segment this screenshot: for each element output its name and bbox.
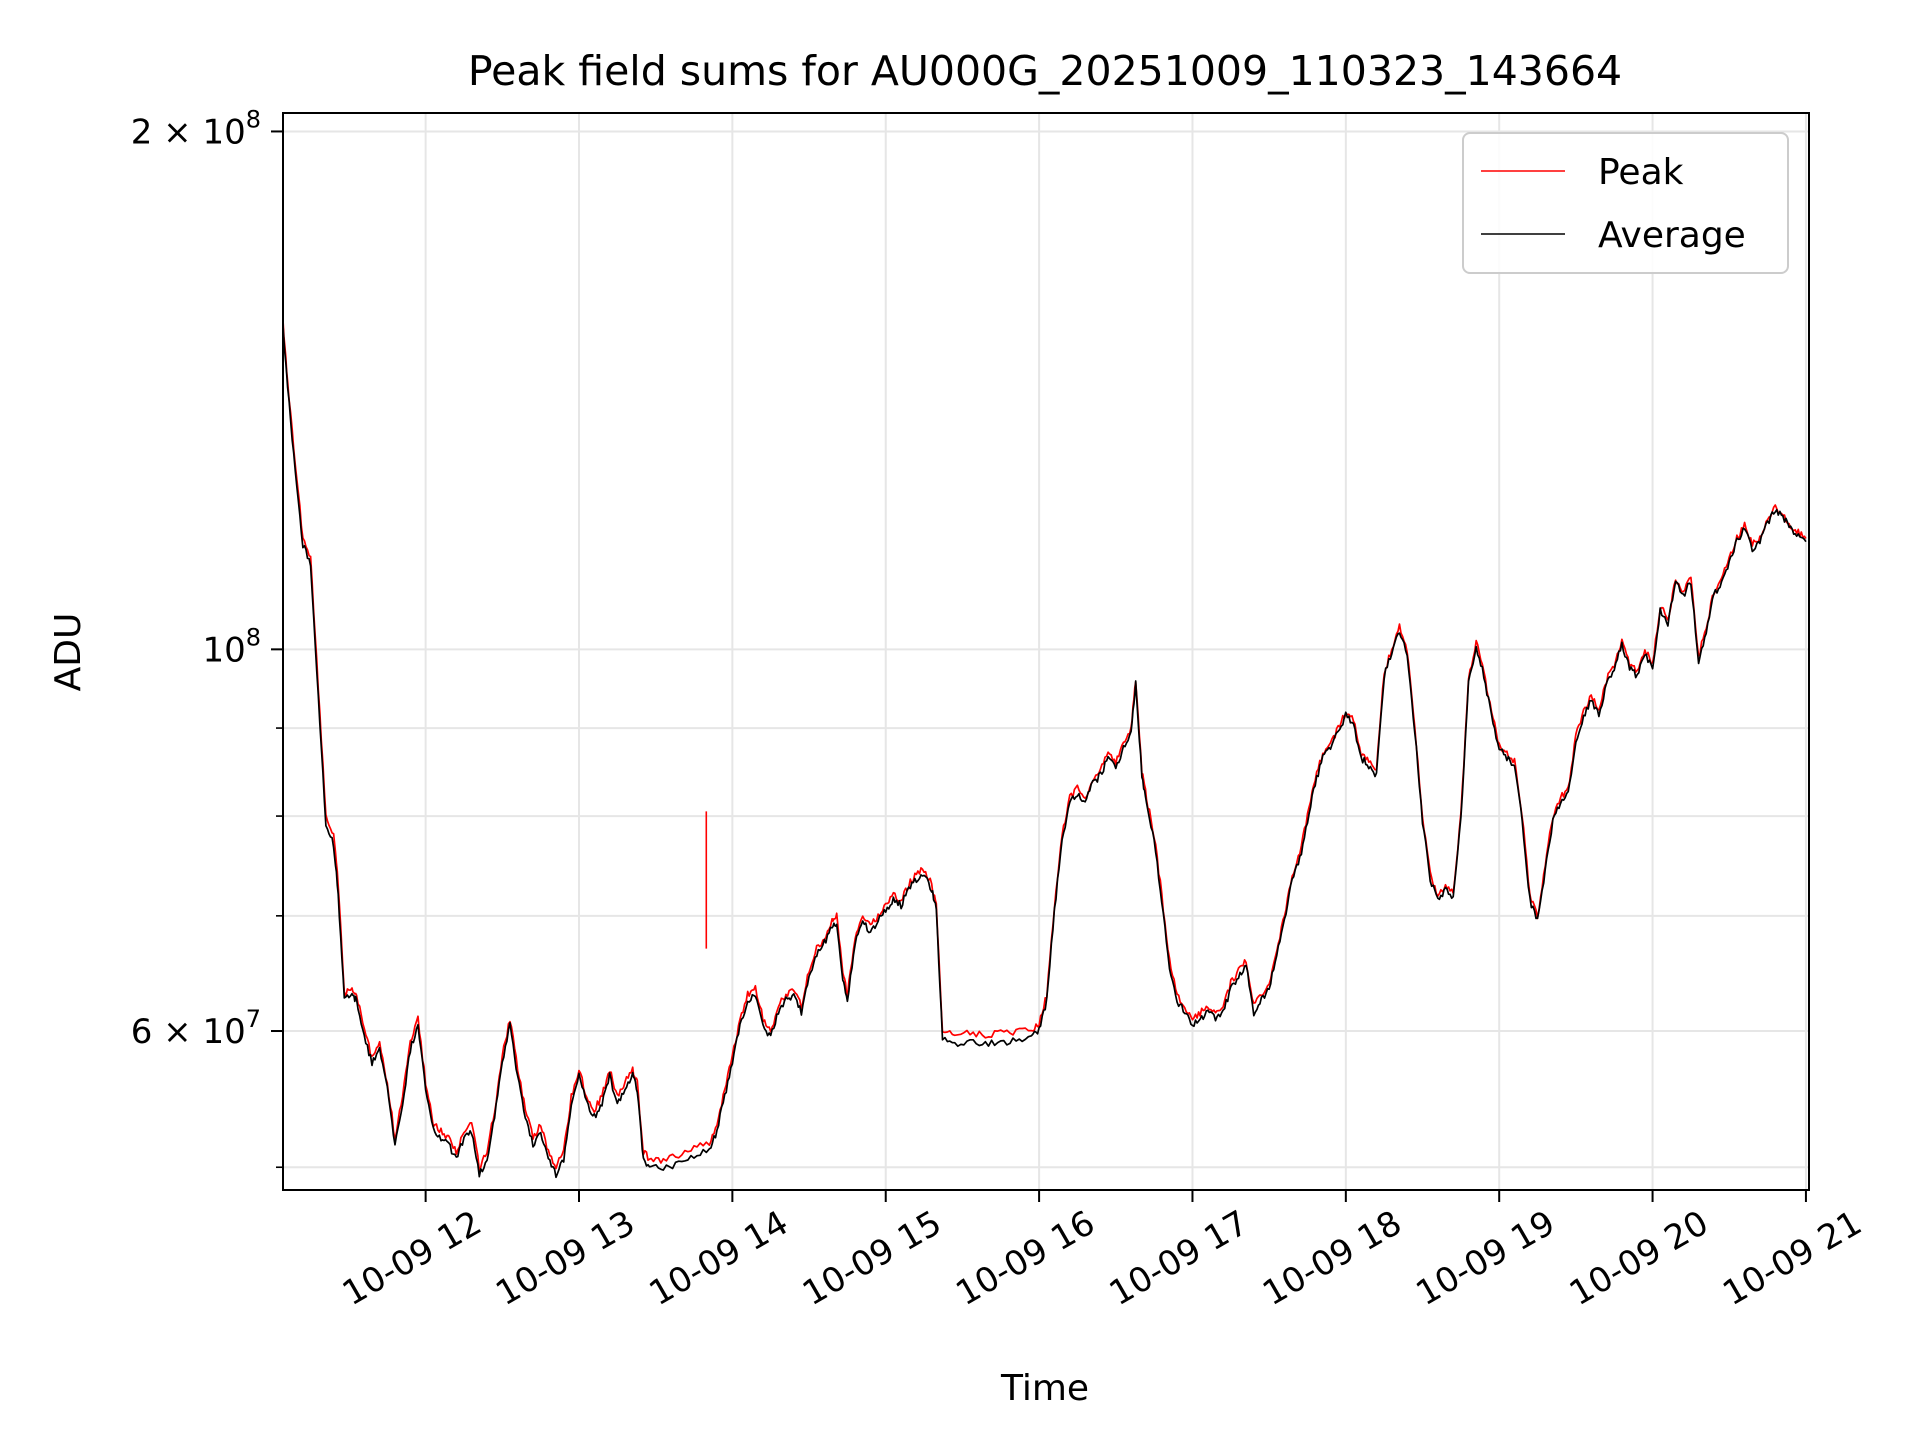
plot-frame	[282, 112, 1810, 1191]
grid	[283, 113, 1809, 1190]
legend-box	[1462, 132, 1789, 274]
x-axis-label: Time	[1000, 1368, 1089, 1409]
legend[interactable]: Peak Average	[1462, 132, 1789, 274]
y-axis-label: ADU	[48, 613, 89, 692]
y-tick-label: 6 × 107	[131, 1005, 261, 1052]
legend-label-peak: Peak	[1598, 152, 1684, 193]
y-tick-label: 108	[202, 623, 261, 670]
y-tick-label-base: 6 × 10	[131, 1012, 246, 1052]
y-tick-label-exponent: 8	[246, 623, 261, 651]
y-tick-label: 2 × 108	[131, 105, 261, 152]
series-line-average	[282, 324, 1807, 1179]
y-tick-label-base: 2 × 10	[131, 112, 246, 152]
series-layer	[282, 320, 1807, 1179]
chart-title: Peak field sums for AU000G_20251009_1103…	[468, 47, 1622, 95]
y-tick-label-exponent: 7	[246, 1005, 261, 1033]
y-tick-label-base: 10	[202, 630, 245, 670]
y-tick-label-exponent: 8	[246, 105, 261, 133]
series-line-peak	[282, 320, 1807, 1172]
legend-label-average: Average	[1598, 215, 1746, 256]
